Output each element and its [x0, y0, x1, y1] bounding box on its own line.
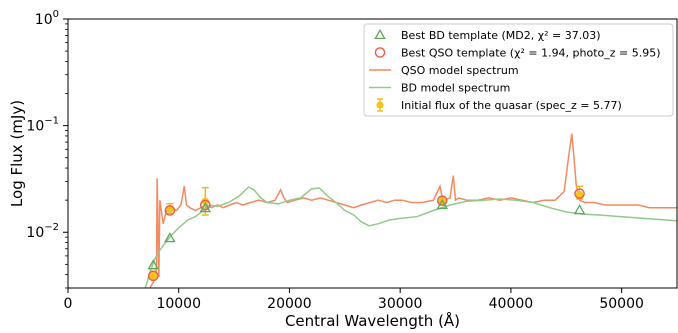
y-tick-label: 10−1: [26, 116, 59, 135]
legend-entry: Best QSO template (χ² = 1.94, photo_z = …: [401, 47, 661, 60]
bd-template-point: [436, 198, 448, 210]
bd-spectrum-line: [144, 186, 677, 288]
y-tick-label: 10−2: [26, 222, 59, 241]
bd-template-point: [147, 259, 159, 270]
flux-point: [575, 190, 584, 199]
legend: Best BD template (MD2, χ² = 37.03) Best Q…: [363, 23, 674, 117]
x-tick-label: 20000: [267, 296, 312, 312]
x-tick-label: 0: [64, 296, 73, 312]
qso-template-point: [436, 195, 448, 206]
x-axis-label: Central Wavelength (Å): [285, 311, 460, 330]
x-tick-label: 50000: [599, 296, 644, 312]
legend-entry: Best BD template (MD2, χ² = 37.03): [401, 29, 601, 42]
x-tick-label: 40000: [489, 296, 534, 312]
qso-template-point: [200, 199, 211, 211]
legend-entry: Initial flux of the quasar (spec_z = 5.7…: [401, 99, 622, 112]
qso-template-point: [164, 205, 176, 216]
x-tick-label: 30000: [378, 296, 423, 312]
legend-bd-marker: [374, 28, 386, 40]
y-tick-label: 100: [35, 9, 59, 28]
flux-point: [201, 197, 210, 206]
flux-point: [166, 205, 174, 213]
bd-template-point: [573, 204, 586, 215]
qso-spectrum-line: [149, 133, 677, 288]
flux-point: [149, 272, 158, 280]
plot-frame: [67, 18, 678, 289]
bd-template-point: [164, 232, 176, 243]
x-axis: 0 10000 20000 30000 40000 50000: [64, 288, 644, 312]
qso-template-point: [147, 270, 159, 282]
x-tick-label: 10000: [156, 296, 201, 312]
bd-template-point: [199, 202, 212, 213]
series-lines: [144, 133, 677, 288]
legend-flux-marker: [376, 101, 384, 109]
qso-template-point: [574, 188, 585, 199]
legend-qso-marker: [374, 47, 386, 58]
legend-entry: QSO model spectrum: [401, 64, 519, 77]
legend-entry: BD model spectrum: [401, 82, 510, 95]
legend-box: [363, 23, 674, 117]
series-points: [147, 185, 586, 282]
y-axis: 10−2 10−1 100: [26, 9, 68, 289]
y-axis-label: Log Flux (mJy): [8, 100, 26, 207]
